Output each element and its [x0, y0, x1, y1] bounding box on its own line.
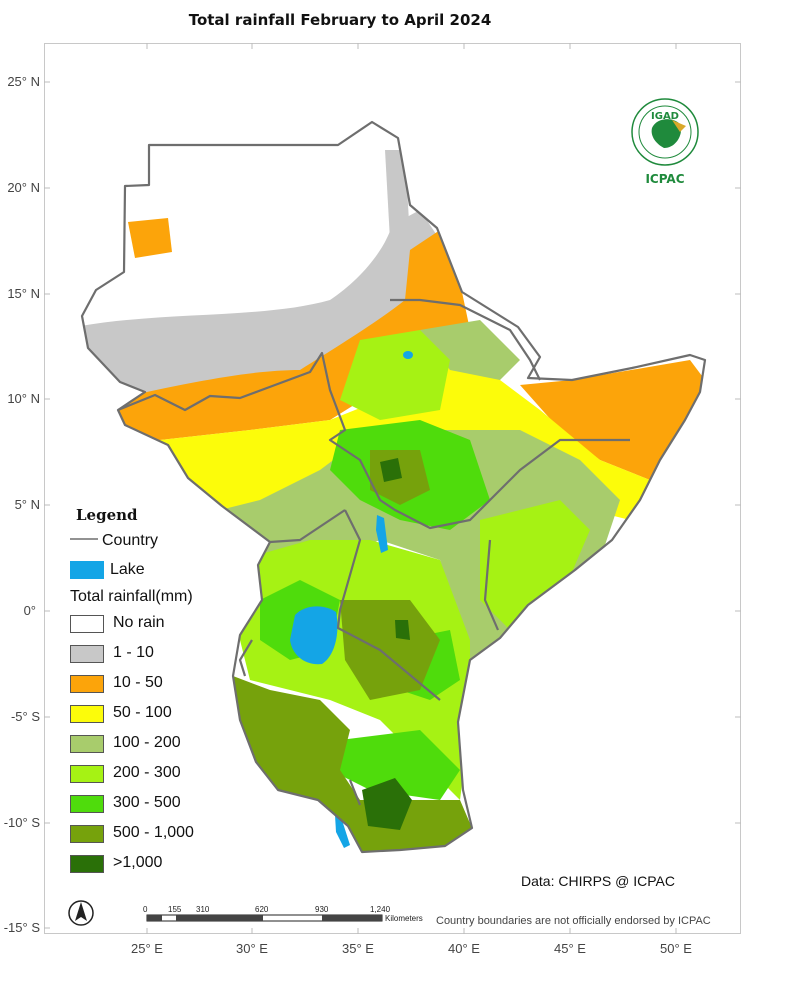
lon-label: 30° E [236, 941, 268, 956]
lat-label: 10° N [7, 391, 40, 406]
lat-label: 0° [23, 603, 36, 618]
logo-bottom-text: ICPAC [645, 172, 684, 186]
legend-class-label: >1,000 [113, 854, 163, 871]
lon-label: 40° E [448, 941, 480, 956]
lakes [290, 351, 413, 848]
scale-tick-label: 310 [196, 905, 210, 914]
legend-class-label: 500 - 1,000 [113, 824, 194, 841]
scale-tick-label: 930 [315, 905, 329, 914]
legend-class-label: 200 - 300 [113, 764, 181, 781]
legend-title: Legend [76, 506, 138, 524]
legend-swatch [70, 645, 104, 663]
map-title: Total rainfall February to April 2024 [188, 11, 492, 29]
lat-label: -10° S [3, 815, 40, 830]
rainfall-zones [82, 122, 705, 852]
scale-unit: Kilometers [385, 914, 423, 923]
lat-label: 20° N [7, 180, 40, 195]
legend-swatch [70, 705, 104, 723]
lon-label: 35° E [342, 941, 374, 956]
lat-label: 25° N [7, 74, 40, 89]
map-legend: Legend Country Lake Total rainfall(mm) N… [70, 506, 194, 873]
legend-class-label: 300 - 500 [113, 794, 181, 811]
data-credit: Data: CHIRPS @ ICPAC [521, 873, 675, 889]
lat-label: -15° S [3, 920, 40, 935]
lat-label: 5° N [14, 497, 40, 512]
disclaimer: Country boundaries are not officially en… [436, 915, 711, 927]
legend-class-label: 1 - 10 [113, 644, 154, 661]
legend-rain-title: Total rainfall(mm) [70, 588, 193, 605]
legend-lake-label: Lake [110, 561, 145, 578]
scale-tick-label: 1,240 [370, 905, 391, 914]
lon-label: 50° E [660, 941, 692, 956]
legend-class-label: No rain [113, 614, 165, 631]
legend-swatch [70, 765, 104, 783]
lat-label: -5° S [10, 709, 40, 724]
legend-swatch [70, 615, 104, 633]
lon-label: 25° E [131, 941, 163, 956]
north-arrow-icon [68, 900, 94, 926]
logo-top-text: IGAD [651, 111, 679, 122]
legend-swatch [70, 795, 104, 813]
legend-swatch [70, 825, 104, 843]
legend-country-label: Country [102, 532, 159, 549]
scale-tick-label: 620 [255, 905, 269, 914]
scale-tick-label: 155 [168, 905, 182, 914]
legend-swatch [70, 735, 104, 753]
lat-label: 15° N [7, 286, 40, 301]
lon-label: 45° E [554, 941, 586, 956]
country-borders [80, 120, 707, 854]
legend-class-label: 100 - 200 [113, 734, 181, 751]
igad-logo: IGAD ICPAC [631, 98, 699, 186]
legend-class-label: 10 - 50 [113, 674, 163, 691]
graticule-ticks [44, 43, 741, 934]
legend-swatch [70, 675, 104, 693]
scale-tick-label: 0 [143, 905, 148, 914]
legend-swatch [70, 855, 104, 873]
lake-swatch [70, 561, 104, 579]
scale-bar [146, 914, 383, 922]
legend-class-label: 50 - 100 [113, 704, 172, 721]
